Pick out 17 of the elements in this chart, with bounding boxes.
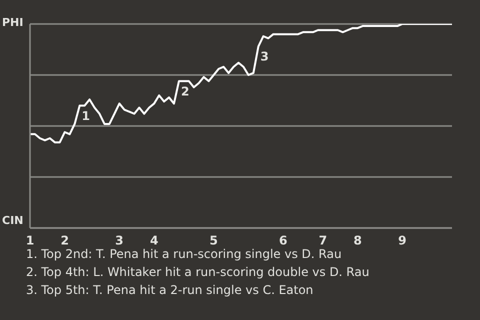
text: 1. Top 2nd: T. Pena hit a run-scoring single vs D. Rau: [26, 247, 342, 261]
x-tick-label: 3: [115, 234, 124, 248]
x-tick-label: 6: [279, 234, 288, 248]
x-tick-label: 5: [210, 234, 218, 248]
annotation: 3: [260, 50, 269, 64]
x-tick-label: 1: [26, 234, 34, 248]
x-tick-label: 4: [150, 234, 158, 248]
text: CIN: [2, 214, 24, 227]
annotation: 1: [82, 108, 90, 123]
text: 3. Top 5th: T. Pena hit a 2-run single vs C. Eaton: [26, 282, 314, 299]
x-tick-label: 2: [60, 234, 69, 248]
text: 2. Top 4th: L. Whitaker hit a run-scoring double vs D. Rau: [26, 264, 370, 281]
text: PHI: [2, 16, 24, 29]
x-tick-label: 8: [353, 234, 362, 248]
x-tick-label: 7: [318, 234, 328, 248]
x-tick-label: 9: [398, 234, 407, 248]
annotation: 2: [180, 84, 190, 98]
